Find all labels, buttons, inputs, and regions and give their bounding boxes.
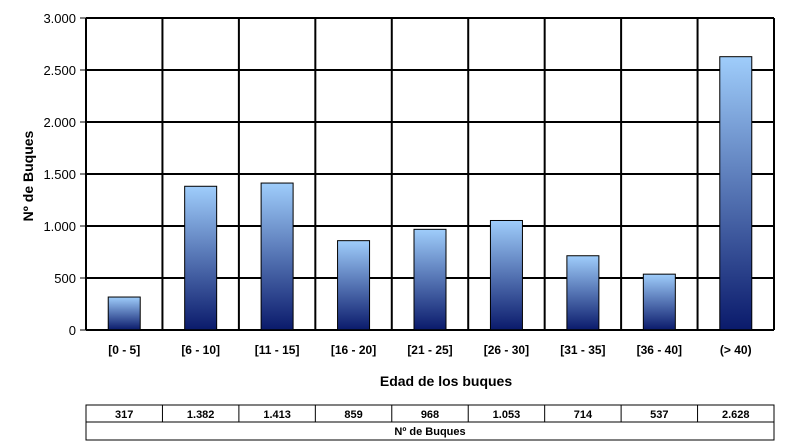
table-series-name: Nº de Buques xyxy=(394,426,465,438)
table-value-cell: 537 xyxy=(650,409,668,421)
bar xyxy=(642,273,676,331)
bar xyxy=(184,185,218,331)
x-tick-label: [31 - 35] xyxy=(560,343,605,357)
table-value-cell: 2.628 xyxy=(722,409,750,421)
y-tick-label: 2.500 xyxy=(43,63,76,78)
table-value-cell: 968 xyxy=(421,409,439,421)
x-tick-label: [11 - 15] xyxy=(255,343,300,357)
bars xyxy=(107,56,753,331)
table-value-cell: 859 xyxy=(344,409,362,421)
x-tick-label: [0 - 5] xyxy=(108,343,140,357)
y-axis-title: Nº de Buques xyxy=(20,130,36,221)
y-tick-label: 1.500 xyxy=(43,167,76,182)
x-tick-label: [16 - 20] xyxy=(331,343,376,357)
bar xyxy=(107,296,141,331)
bar xyxy=(489,219,523,331)
table-value-cell: 1.382 xyxy=(187,409,215,421)
tick-labels: 0 500 1.000 1.500 2.000 2.500 3.000 [0 - 5] [6 -… xyxy=(43,11,751,357)
axes xyxy=(80,17,774,331)
bar xyxy=(413,228,447,331)
bar xyxy=(260,182,294,331)
bar xyxy=(337,240,371,331)
y-tick-label: 500 xyxy=(54,271,76,286)
bar xyxy=(719,56,753,331)
bar xyxy=(566,255,600,331)
table-value-cell: 714 xyxy=(574,409,593,421)
x-tick-label: [21 - 25] xyxy=(407,343,452,357)
x-tick-label: [26 - 30] xyxy=(484,343,529,357)
x-axis-title: Edad de los buques xyxy=(380,373,512,389)
y-tick-label: 0 xyxy=(69,323,76,338)
x-tick-label: [36 - 40] xyxy=(637,343,682,357)
table-value-cell: 1.413 xyxy=(263,409,291,421)
y-tick-label: 2.000 xyxy=(43,115,76,130)
x-tick-label: (> 40) xyxy=(720,343,752,357)
y-tick-label: 1.000 xyxy=(43,219,76,234)
x-tick-label: [6 - 10] xyxy=(181,343,220,357)
table-value-cell: 317 xyxy=(115,409,133,421)
y-tick-label: 3.000 xyxy=(43,11,76,26)
data-table: 317 1.382 1.413 859 968 1.053 714 537 2.628 Nº de… xyxy=(85,404,775,441)
table-value-cell: 1.053 xyxy=(493,409,521,421)
